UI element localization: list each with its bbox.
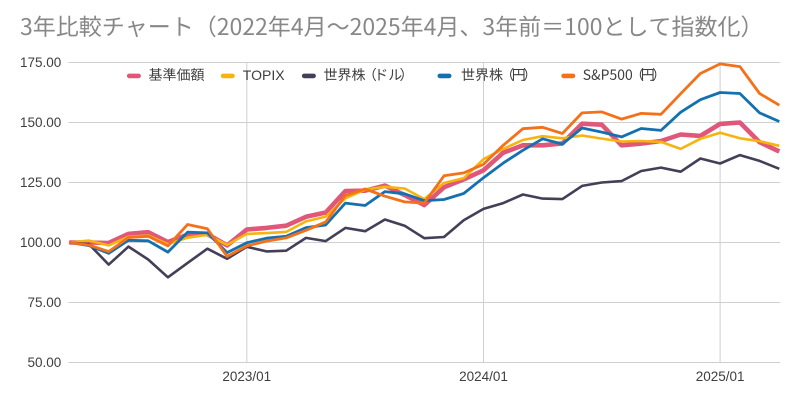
svg-text:175.00: 175.00 xyxy=(20,55,61,70)
svg-text:75.00: 75.00 xyxy=(28,295,62,310)
svg-text:2025/01: 2025/01 xyxy=(696,369,745,384)
svg-text:50.00: 50.00 xyxy=(28,355,62,370)
svg-text:100.00: 100.00 xyxy=(20,235,61,250)
svg-text:2023/01: 2023/01 xyxy=(222,369,271,384)
svg-text:125.00: 125.00 xyxy=(20,175,61,190)
svg-text:TOPIX: TOPIX xyxy=(243,67,285,83)
svg-text:150.00: 150.00 xyxy=(20,115,61,130)
svg-text:2024/01: 2024/01 xyxy=(459,369,508,384)
